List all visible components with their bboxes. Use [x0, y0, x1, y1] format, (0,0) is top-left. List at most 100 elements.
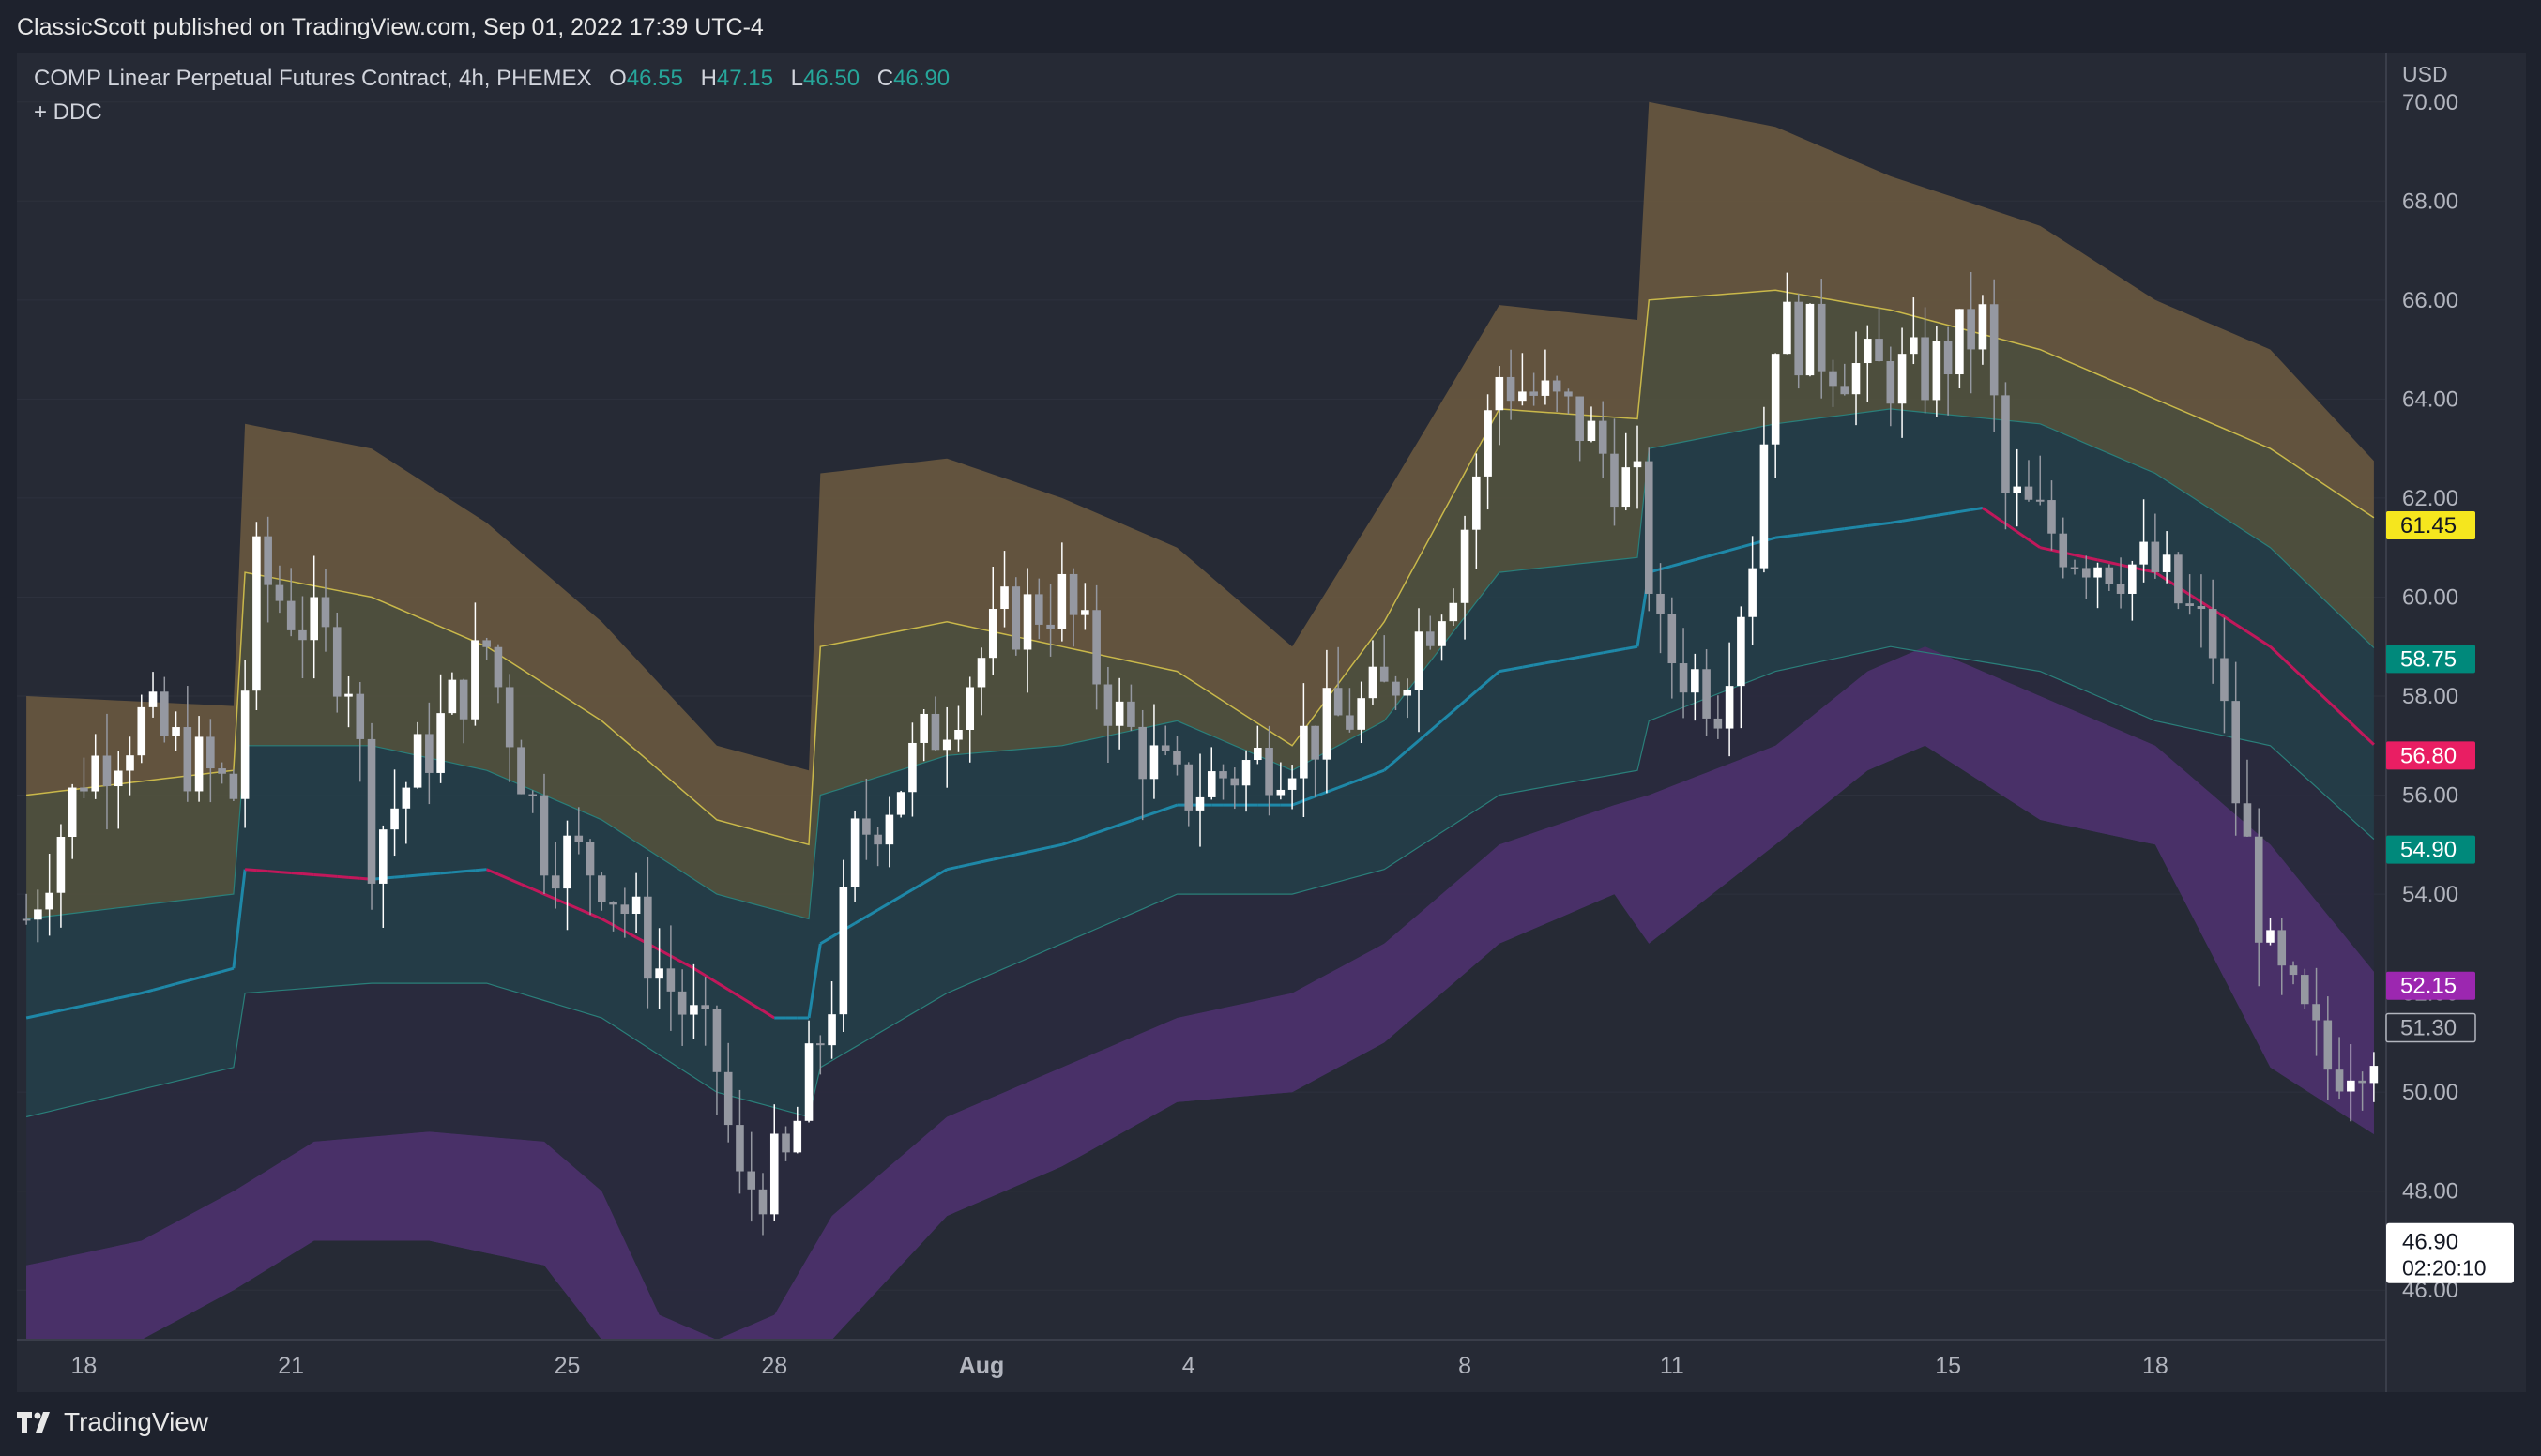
candle-body	[1392, 681, 1400, 696]
mid-line-segment	[405, 873, 418, 878]
candle-body	[2093, 567, 2102, 578]
candle-body	[2335, 1069, 2344, 1092]
mid-line-segment	[486, 868, 499, 876]
price-badge-bg	[2386, 741, 2475, 770]
mid-line-segment	[900, 887, 914, 898]
candle-body	[2369, 1066, 2379, 1084]
low-value: 46.50	[803, 66, 860, 91]
mid-line-segment	[1361, 773, 1374, 781]
candle-body	[1748, 568, 1757, 617]
candle-body	[206, 736, 215, 769]
candle-body	[793, 1120, 802, 1153]
candle-body	[1484, 410, 1492, 477]
mid-line-segment	[889, 895, 902, 904]
mid-line-segment	[60, 1006, 73, 1012]
mid-line-segment	[1568, 655, 1580, 660]
candle-body	[413, 734, 422, 788]
mid-line-segment	[1164, 803, 1178, 811]
mid-lower-line	[25, 645, 2375, 1118]
candle-body	[2197, 606, 2206, 610]
last-price-value: 46.90	[2402, 1230, 2458, 1255]
mid-line-segment	[1717, 549, 1730, 555]
mid-line-segment	[129, 992, 143, 997]
mid-line-segment	[716, 981, 729, 992]
candle-body	[264, 536, 272, 585]
mid-line-segment	[1544, 660, 1558, 665]
time-tick-label: Aug	[959, 1353, 1005, 1379]
candle-body	[1357, 698, 1365, 730]
price-badge: 51.30	[2385, 1012, 2476, 1043]
mid-line-segment	[854, 915, 868, 925]
candle-body	[2289, 965, 2298, 976]
mid-line-segment	[2258, 638, 2272, 648]
mid-line-segment	[658, 948, 672, 958]
mid-line-segment	[1833, 527, 1845, 532]
indicator-label[interactable]: + DDC	[34, 99, 102, 125]
mid-line-segment	[464, 869, 476, 873]
mid-line-segment	[1015, 850, 1028, 857]
mid-line-segment	[992, 856, 1005, 861]
candle-body	[252, 536, 261, 691]
lower-band	[26, 646, 2374, 1340]
candle-body	[758, 1189, 768, 1215]
mid-line-segment	[2269, 645, 2283, 659]
candle-body	[1081, 610, 1089, 615]
mid-line-segment	[71, 1004, 84, 1009]
symbol-title[interactable]: COMP Linear Perpetual Futures Contract, …	[34, 66, 592, 91]
candle-body	[1495, 376, 1504, 411]
candle-body	[1679, 663, 1688, 693]
mid-line-segment	[1004, 853, 1017, 858]
candle-body	[459, 679, 468, 720]
candle-body	[1587, 420, 1596, 442]
mid-line-segment	[1107, 823, 1120, 830]
mid-line-segment	[1614, 646, 1627, 653]
candle-body	[1621, 467, 1631, 508]
candle-body	[310, 597, 319, 641]
candle-body	[782, 1133, 790, 1153]
mid-line-segment	[922, 874, 936, 885]
mid-line-segment	[95, 999, 108, 1005]
mid-line-segment	[520, 883, 534, 891]
candle-body	[1184, 764, 1194, 811]
mid-line-segment	[1706, 552, 1719, 558]
mid-line-segment	[2200, 600, 2214, 611]
mid-line-segment	[2108, 561, 2122, 567]
mid-line-segment	[2188, 593, 2202, 603]
candle-body	[183, 727, 192, 792]
last-price-bg	[2386, 1222, 2514, 1283]
candle-body	[988, 609, 997, 659]
mid-line-segment	[1982, 507, 1996, 518]
candle-body	[966, 687, 975, 731]
mid-line-segment	[1947, 509, 1960, 515]
mid-line-segment	[1372, 768, 1385, 777]
candle-body	[1322, 688, 1331, 760]
chart-legend: COMP Linear Perpetual Futures Contract, …	[34, 66, 950, 126]
price-axis[interactable]	[2385, 53, 2526, 1392]
candle-body	[1771, 354, 1780, 445]
candle-body	[2070, 567, 2079, 569]
mid-line-segment	[807, 943, 822, 1019]
mid-line-segment	[1590, 651, 1604, 657]
candle-body	[666, 968, 676, 992]
mid-line-segment	[2315, 689, 2329, 703]
mid-line-segment	[1130, 815, 1144, 823]
candle-body	[1967, 309, 1975, 350]
price-tick-label: 58.00	[2402, 684, 2458, 709]
candle-body	[1725, 686, 1734, 729]
mid-line-segment	[429, 872, 441, 876]
tradingview-logo[interactable]: TradingView	[17, 1407, 208, 1437]
mid-line-segment	[1452, 700, 1467, 712]
candle-body	[218, 768, 226, 774]
mid-line-segment	[49, 1009, 62, 1015]
mid-line-segment	[704, 974, 718, 984]
candle-body	[172, 727, 180, 736]
mid-line-segment	[2039, 546, 2052, 552]
candle-body	[1702, 669, 1711, 719]
mid-line-segment	[1383, 759, 1397, 772]
candle-body	[298, 629, 307, 641]
time-tick-label: 15	[1935, 1353, 1961, 1379]
price-badge-text: 54.90	[2400, 838, 2457, 863]
mid-line-segment	[2326, 700, 2341, 713]
candle-body	[1046, 624, 1055, 629]
